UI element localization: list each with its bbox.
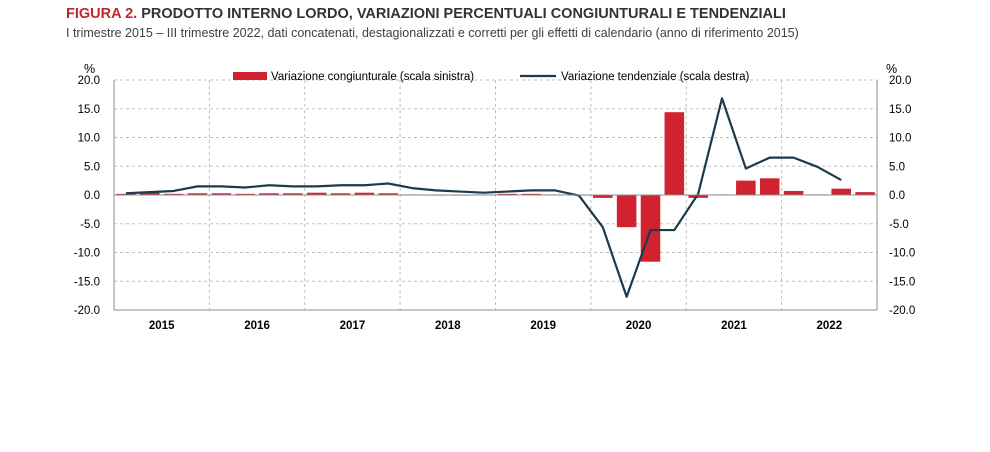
bar xyxy=(831,188,852,195)
line-series-path xyxy=(125,97,842,298)
bar xyxy=(306,192,327,195)
bar xyxy=(354,192,375,195)
year-label: 2020 xyxy=(626,320,652,332)
left-tick-label: 5.0 xyxy=(84,161,100,173)
right-tick-label: 5.0 xyxy=(889,161,905,173)
left-tick-label: 15.0 xyxy=(78,104,100,116)
right-tick-label: 15.0 xyxy=(889,104,911,116)
bar xyxy=(688,195,708,198)
left-tick-label: 10.0 xyxy=(78,133,100,145)
left-axis-unit: % xyxy=(84,62,95,76)
right-tick-label: -10.0 xyxy=(889,248,915,260)
chart-title: FIGURA 2. PRODOTTO INTERNO LORDO, VARIAZ… xyxy=(66,6,786,22)
right-tick-label: -5.0 xyxy=(889,219,909,231)
year-label: 2016 xyxy=(244,320,270,332)
axes: 20.0 20.0 15.0 15.0 10.0 10.0 5.0 5.0 0.0 0.0 -5.0… xyxy=(74,62,915,332)
year-label: 2019 xyxy=(530,320,556,332)
bar xyxy=(116,193,136,195)
figure-label: FIGURA 2. xyxy=(66,6,138,22)
right-tick-label: 20.0 xyxy=(889,75,911,87)
chart-subtitle: I trimestre 2015 – III trimestre 2022, d… xyxy=(66,26,799,40)
bar xyxy=(187,193,208,195)
year-label: 2017 xyxy=(340,320,366,332)
legend: Variazione congiunturale (scala sinistra… xyxy=(233,71,750,83)
right-tick-label: 0.0 xyxy=(889,190,905,202)
bar xyxy=(783,190,804,195)
left-tick-label: 0.0 xyxy=(84,190,100,202)
figure-title: PRODOTTO INTERNO LORDO, VARIAZIONI PERCE… xyxy=(141,6,786,22)
year-label: 2022 xyxy=(817,320,843,332)
bar xyxy=(497,193,518,195)
right-tick-label: 10.0 xyxy=(889,133,911,145)
bar xyxy=(593,195,613,198)
legend-bar-swatch xyxy=(233,72,267,80)
bar xyxy=(736,180,756,195)
bar xyxy=(855,192,875,195)
bar xyxy=(616,195,637,228)
bar xyxy=(139,192,160,195)
year-label: 2015 xyxy=(149,320,175,332)
bar xyxy=(378,193,398,195)
left-tick-label: -5.0 xyxy=(80,219,100,231)
right-tick-label: -15.0 xyxy=(889,276,915,288)
bar xyxy=(759,178,780,195)
bar xyxy=(211,193,232,195)
bar xyxy=(521,193,542,195)
left-tick-label: 20.0 xyxy=(78,75,100,87)
bar xyxy=(664,112,685,195)
year-label: 2021 xyxy=(721,320,747,332)
right-axis-unit: % xyxy=(886,62,897,76)
year-label: 2018 xyxy=(435,320,461,332)
bar xyxy=(283,193,303,195)
left-tick-label: -20.0 xyxy=(74,305,100,317)
bar xyxy=(259,193,279,195)
line-series xyxy=(125,97,842,298)
legend-line-label: Variazione tendenziale (scala destra) xyxy=(561,71,750,83)
right-tick-label: -20.0 xyxy=(889,305,915,317)
left-tick-label: -10.0 xyxy=(74,248,100,260)
legend-bar-label: Variazione congiunturale (scala sinistra… xyxy=(271,71,474,83)
bar xyxy=(163,193,184,195)
bar xyxy=(330,193,351,195)
bar-series xyxy=(116,112,875,262)
left-tick-label: -15.0 xyxy=(74,276,100,288)
bar xyxy=(235,193,255,195)
